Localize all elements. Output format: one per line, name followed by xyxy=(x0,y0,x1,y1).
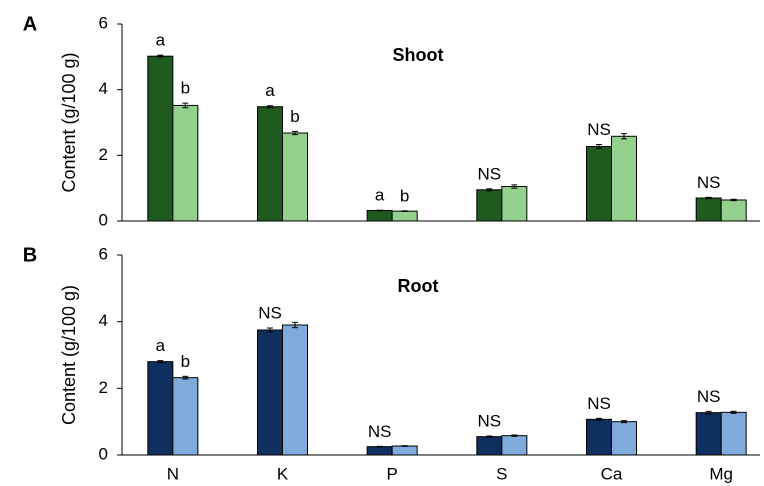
bar xyxy=(391,210,418,222)
significance-label: NS xyxy=(478,164,502,183)
error-bar xyxy=(596,143,602,149)
y-tick-label: 0 xyxy=(99,444,108,463)
significance-label: NS xyxy=(697,173,721,192)
significance-label: NS xyxy=(368,422,392,441)
panel-label: A xyxy=(23,13,37,35)
y-tick-label: 2 xyxy=(99,378,108,397)
error-bar xyxy=(376,209,383,212)
chart-title: Shoot xyxy=(393,45,444,65)
bar xyxy=(257,329,283,456)
x-tick-label: S xyxy=(496,464,507,483)
bar xyxy=(172,377,199,456)
error-bar xyxy=(292,130,298,136)
bar xyxy=(147,361,174,456)
bar xyxy=(172,104,199,222)
bar xyxy=(611,135,637,222)
error-bar xyxy=(730,410,737,414)
error-bar xyxy=(730,198,737,202)
bar xyxy=(501,435,528,456)
chart-title: Root xyxy=(398,276,439,296)
y-tick-label: 4 xyxy=(99,79,108,98)
error-bar xyxy=(292,321,298,329)
significance-label: NS xyxy=(587,120,611,139)
error-bar xyxy=(267,327,273,333)
significance-label: a xyxy=(375,186,385,205)
x-tick-label: P xyxy=(386,464,397,483)
y-axis-label: Content (g/100 g) xyxy=(59,52,79,192)
bar xyxy=(366,446,393,456)
bar xyxy=(586,418,612,456)
error-bar xyxy=(157,54,164,58)
bar xyxy=(695,412,722,456)
significance-label: NS xyxy=(697,387,721,406)
significance-label: NS xyxy=(478,411,502,430)
bar xyxy=(586,145,612,222)
bar xyxy=(611,421,637,456)
bar xyxy=(257,106,283,222)
x-tick-label: Mg xyxy=(709,464,733,483)
bar xyxy=(476,436,503,456)
bar xyxy=(391,445,418,456)
bar xyxy=(501,186,528,222)
error-bar xyxy=(486,435,493,438)
significance-label: NS xyxy=(587,394,611,413)
bar xyxy=(282,132,308,222)
error-bar xyxy=(182,102,189,109)
significance-label: b xyxy=(400,186,409,205)
y-axis-label: Content (g/100 g) xyxy=(59,285,79,425)
x-tick-label: Ca xyxy=(601,464,623,483)
error-bar xyxy=(401,210,408,212)
x-tick-label: K xyxy=(277,464,289,483)
error-bar xyxy=(182,375,189,380)
y-tick-label: 0 xyxy=(99,210,108,229)
bar xyxy=(720,199,747,222)
bar xyxy=(695,197,722,222)
error-bar xyxy=(621,133,627,140)
error-bar xyxy=(705,196,712,200)
error-bar xyxy=(401,445,408,447)
y-tick-label: 2 xyxy=(99,145,108,164)
bar xyxy=(366,209,393,222)
error-bar xyxy=(705,410,712,415)
x-tick-label: N xyxy=(167,464,179,483)
bar xyxy=(720,411,747,456)
error-bar xyxy=(376,445,383,448)
error-bar xyxy=(486,188,493,192)
error-bar xyxy=(511,184,518,189)
error-bar xyxy=(267,105,273,109)
y-tick-label: 4 xyxy=(99,311,108,330)
bar xyxy=(147,55,174,222)
error-bar xyxy=(621,420,627,424)
error-bar xyxy=(157,360,164,364)
significance-label: b xyxy=(181,352,190,371)
significance-label: a xyxy=(265,81,275,100)
significance-label: NS xyxy=(258,303,282,322)
error-bar xyxy=(596,417,602,421)
y-tick-label: 6 xyxy=(99,13,108,32)
significance-label: b xyxy=(181,79,190,98)
bar xyxy=(282,324,308,456)
error-bar xyxy=(511,434,518,437)
significance-label: a xyxy=(156,31,166,50)
y-tick-label: 6 xyxy=(99,244,108,263)
bar xyxy=(476,189,503,222)
panel-label: B xyxy=(23,244,37,266)
significance-label: b xyxy=(290,107,299,126)
significance-label: a xyxy=(156,336,166,355)
